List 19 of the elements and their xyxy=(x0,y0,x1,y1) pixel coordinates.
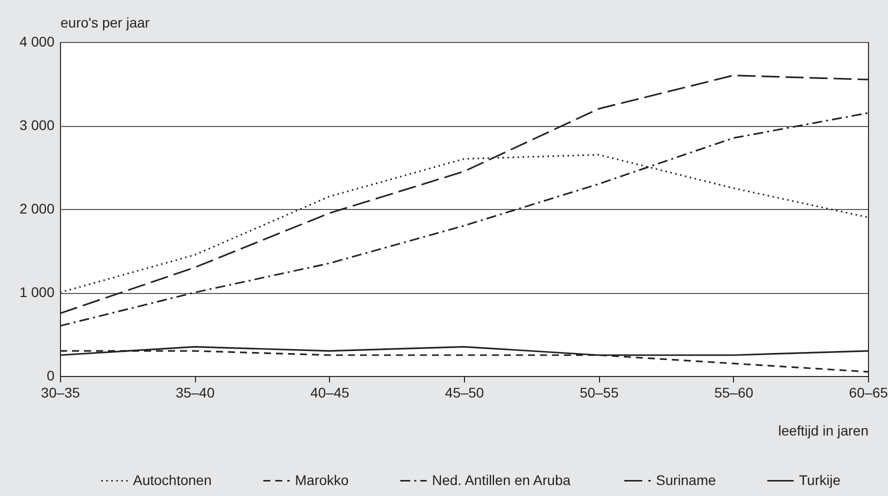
y-axis-title: euro's per jaar xyxy=(60,14,150,30)
legend-label: Ned. Antillen en Aruba xyxy=(432,472,571,488)
legend-label: Autochtonen xyxy=(133,472,212,488)
y-tick-label: 2 000 xyxy=(19,200,55,216)
x-tick-label: 50–55 xyxy=(580,384,619,400)
legend-label: Suriname xyxy=(656,472,716,488)
y-tick-label: 3 000 xyxy=(19,117,55,133)
y-tick-label: 1 000 xyxy=(19,284,55,300)
x-axis-title: leeftijd in jaren xyxy=(778,422,868,438)
y-tick-label: 0 xyxy=(46,368,55,384)
x-tick-label: 40–45 xyxy=(310,384,350,400)
x-tick-label: 35–40 xyxy=(176,384,215,400)
legend-label: Marokko xyxy=(295,472,349,488)
x-tick-label: 45–50 xyxy=(445,384,484,400)
y-tick-label: 4 000 xyxy=(19,34,55,50)
x-tick-label: 55–60 xyxy=(714,384,754,400)
x-tick-label: 60–65 xyxy=(849,384,888,400)
x-tick-label: 30–35 xyxy=(41,384,80,400)
legend-label: Turkije xyxy=(799,472,841,488)
